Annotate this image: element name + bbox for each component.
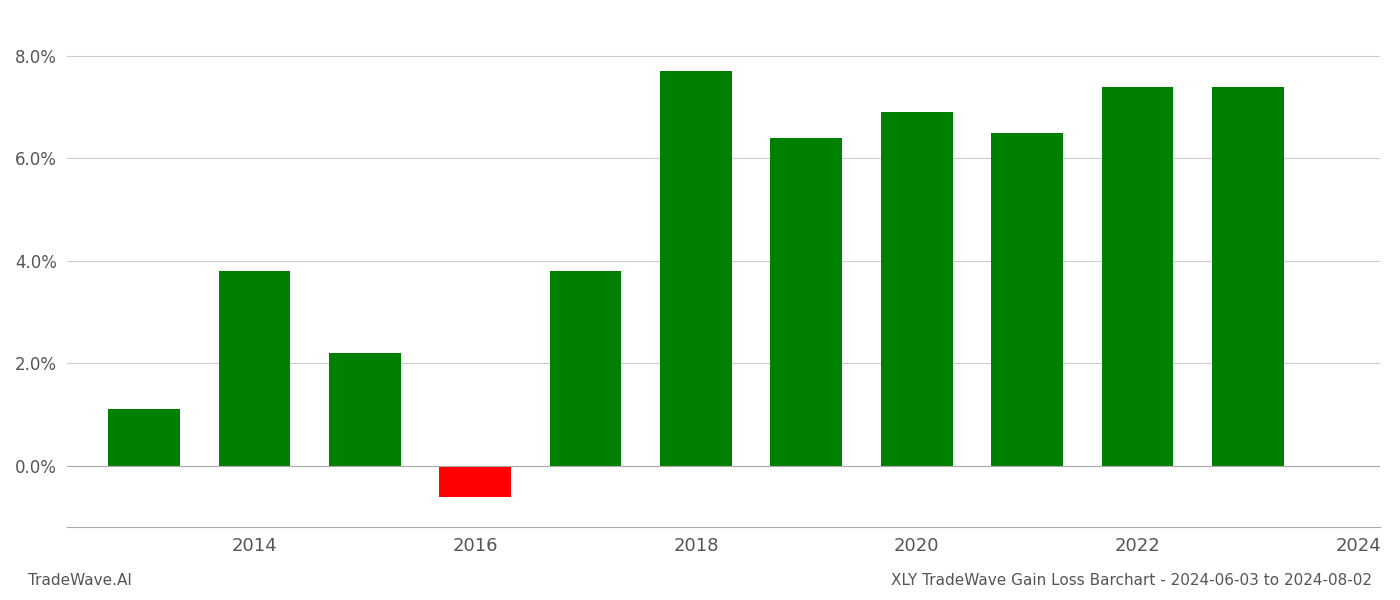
Bar — [881, 112, 952, 466]
Bar — [991, 133, 1063, 466]
Bar — [659, 71, 732, 466]
Bar — [440, 466, 511, 497]
Bar — [1212, 87, 1284, 466]
Bar — [550, 271, 622, 466]
Bar — [1102, 87, 1173, 466]
Text: TradeWave.AI: TradeWave.AI — [28, 573, 132, 588]
Bar — [770, 138, 843, 466]
Bar — [108, 409, 179, 466]
Text: XLY TradeWave Gain Loss Barchart - 2024-06-03 to 2024-08-02: XLY TradeWave Gain Loss Barchart - 2024-… — [890, 573, 1372, 588]
Bar — [218, 271, 290, 466]
Bar — [329, 353, 400, 466]
